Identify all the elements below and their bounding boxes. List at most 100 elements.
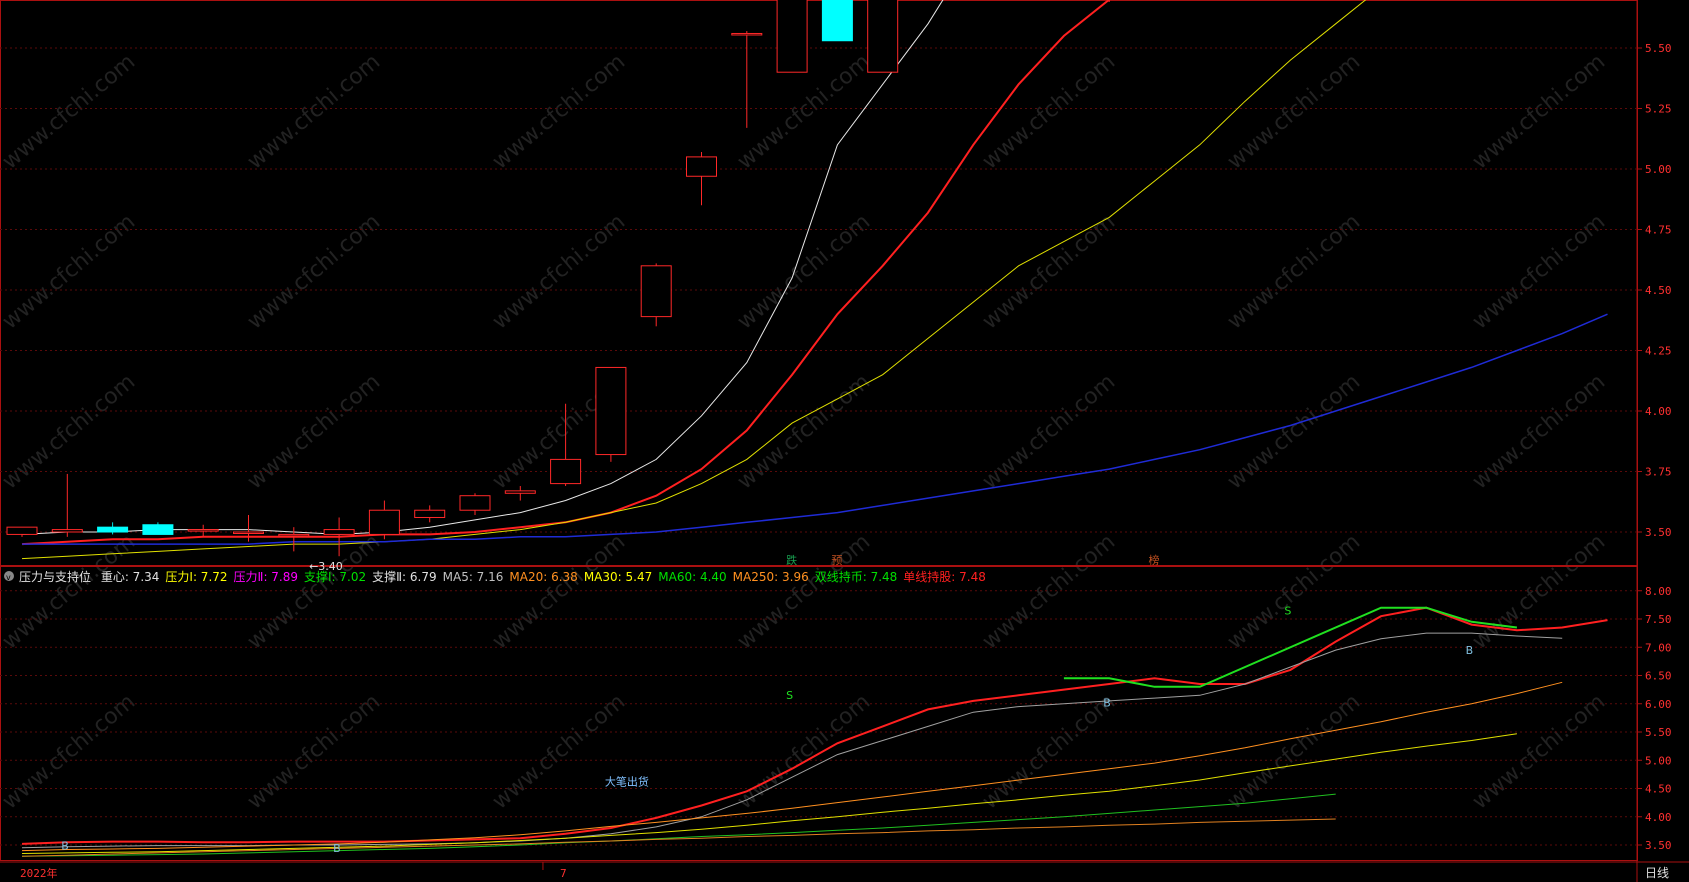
- date-label-year: 2022年: [20, 866, 58, 880]
- watermark-text: www.cfchi.com: [1468, 49, 1610, 174]
- watermark-text: www.cfchi.com: [978, 369, 1120, 494]
- candle[interactable]: [6, 526, 38, 537]
- sub-tick-label: 4.00: [1645, 811, 1672, 824]
- sub-line-green: [1063, 606, 1518, 688]
- indicator-value: 重心: 7.34: [101, 570, 160, 584]
- candle[interactable]: [821, 0, 853, 42]
- sub-tick-label: 7.50: [1645, 613, 1672, 626]
- candle[interactable]: [459, 493, 491, 516]
- watermark-text: www.cfchi.com: [733, 209, 875, 334]
- watermark-text: www.cfchi.com: [1223, 209, 1365, 334]
- price-tick-label: 3.75: [1645, 466, 1672, 479]
- sub-tick-label: 4.50: [1645, 783, 1672, 796]
- sub-line-orange: [21, 681, 1563, 852]
- indicator-value: 支撑Ⅱ: 6.79: [372, 569, 436, 584]
- sub-tick-label: 5.50: [1645, 726, 1672, 739]
- candle[interactable]: [368, 500, 400, 540]
- indicator-value: 双线持币: 7.48: [815, 569, 898, 584]
- indicator-value: MA20: 6.38: [509, 570, 577, 584]
- candle-body: [97, 526, 129, 533]
- sub-line-orange2: [21, 818, 1336, 857]
- signal-flag: 跌: [786, 553, 797, 567]
- candle-body: [187, 529, 219, 532]
- price-tick-label: 5.00: [1645, 163, 1672, 176]
- sub-tick-label: 6.00: [1645, 698, 1672, 711]
- candle[interactable]: [187, 524, 219, 537]
- collapse-icon[interactable]: [4, 571, 14, 581]
- watermark-text: www.cfchi.com: [1468, 529, 1610, 654]
- watermark-text: www.cfchi.com: [0, 529, 140, 654]
- candle[interactable]: [97, 522, 129, 535]
- sub-tick-label: 6.50: [1645, 670, 1672, 683]
- watermark-text: www.cfchi.com: [488, 529, 630, 654]
- candle[interactable]: [504, 486, 536, 501]
- watermark-text: www.cfchi.com: [733, 529, 875, 654]
- sub-line-green2: [21, 793, 1336, 857]
- period-label[interactable]: 日线: [1645, 866, 1669, 880]
- ma-line-ma60: [22, 313, 1608, 545]
- labels: 7.507.257.006.756.506.256.005.755.505.25…: [61, 42, 1672, 855]
- candle[interactable]: [323, 517, 355, 557]
- watermark-text: www.cfchi.com: [0, 49, 140, 174]
- indicator-bar: v 压力与支持位 重心: 7.34 压力Ⅰ: 7.72 压力Ⅱ: 7.89 支撑Ⅰ: …: [4, 569, 986, 584]
- candle[interactable]: [142, 522, 174, 535]
- candle[interactable]: [867, 0, 899, 73]
- candle-body: [867, 0, 899, 73]
- signal-flag: 榜: [1149, 553, 1160, 567]
- candle[interactable]: [640, 263, 672, 327]
- price-tick-label: 4.75: [1645, 224, 1672, 237]
- candle[interactable]: [414, 505, 446, 523]
- sub-tick-label: 8.00: [1645, 585, 1672, 598]
- watermark-text: www.cfchi.com: [733, 369, 875, 494]
- candle[interactable]: [776, 0, 808, 73]
- watermark-layer: www.cfchi.com www.cfchi.com www.cfchi.com w…: [0, 49, 1610, 814]
- candle-body: [51, 529, 83, 533]
- indicator-value: 压力Ⅱ: 7.89: [234, 570, 298, 584]
- ma-line-ma30: [21, 0, 1367, 560]
- signal-flag: 预: [831, 554, 842, 567]
- candle-body: [414, 509, 446, 518]
- indicator-value: MA30: 5.47: [584, 570, 652, 584]
- watermark-text: www.cfchi.com: [0, 369, 140, 494]
- indicator-value: 单线持股: 7.48: [903, 569, 986, 584]
- candles[interactable]: [6, 0, 1532, 557]
- candle-body: [821, 0, 853, 42]
- candle-body: [323, 529, 355, 535]
- sub-signal-label: 大笔出货: [605, 775, 649, 789]
- candle[interactable]: [595, 366, 627, 462]
- candle[interactable]: [731, 31, 763, 128]
- watermark-text: www.cfchi.com: [1468, 689, 1610, 814]
- candle-body: [233, 531, 264, 534]
- candle[interactable]: [233, 515, 264, 542]
- candle[interactable]: [686, 152, 717, 206]
- candle[interactable]: [278, 527, 310, 552]
- sub-line-red: [21, 606, 1608, 845]
- candle[interactable]: [550, 403, 582, 487]
- candle-body: [686, 156, 717, 177]
- candle-body: [550, 458, 582, 485]
- watermark-text: www.cfchi.com: [1468, 209, 1610, 334]
- candle-body: [278, 533, 310, 537]
- sub-signal-label: B: [333, 842, 341, 855]
- watermark-text: www.cfchi.com: [243, 529, 385, 654]
- watermark-text: www.cfchi.com: [243, 209, 385, 334]
- watermark-text: www.cfchi.com: [1223, 369, 1365, 494]
- price-tick-label: 4.50: [1645, 284, 1672, 297]
- sub-panel-lines: [21, 606, 1608, 857]
- candle[interactable]: [51, 473, 83, 537]
- indicator-value: 压力Ⅰ: 7.72: [165, 570, 227, 584]
- sub-signal-label: S: [786, 689, 793, 702]
- sub-tick-label: 7.00: [1645, 641, 1672, 654]
- watermark-text: www.cfchi.com: [978, 529, 1120, 654]
- price-tick-label: 4.25: [1645, 345, 1672, 358]
- candle-body: [731, 32, 763, 36]
- ma-lines: [21, 0, 1608, 560]
- sub-signal-label: S: [1284, 604, 1291, 617]
- sub-signal-label: B: [1103, 697, 1111, 710]
- watermark-text: www.cfchi.com: [488, 689, 630, 814]
- candle-body: [595, 366, 627, 456]
- price-tick-label: 4.00: [1645, 405, 1672, 418]
- sub-signal-label: B: [1466, 644, 1474, 657]
- watermark-text: www.cfchi.com: [243, 369, 385, 494]
